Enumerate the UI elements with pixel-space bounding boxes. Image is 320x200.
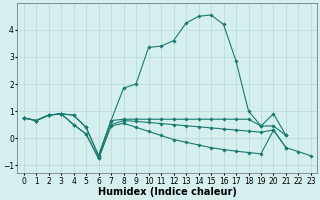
X-axis label: Humidex (Indice chaleur): Humidex (Indice chaleur) bbox=[98, 187, 237, 197]
